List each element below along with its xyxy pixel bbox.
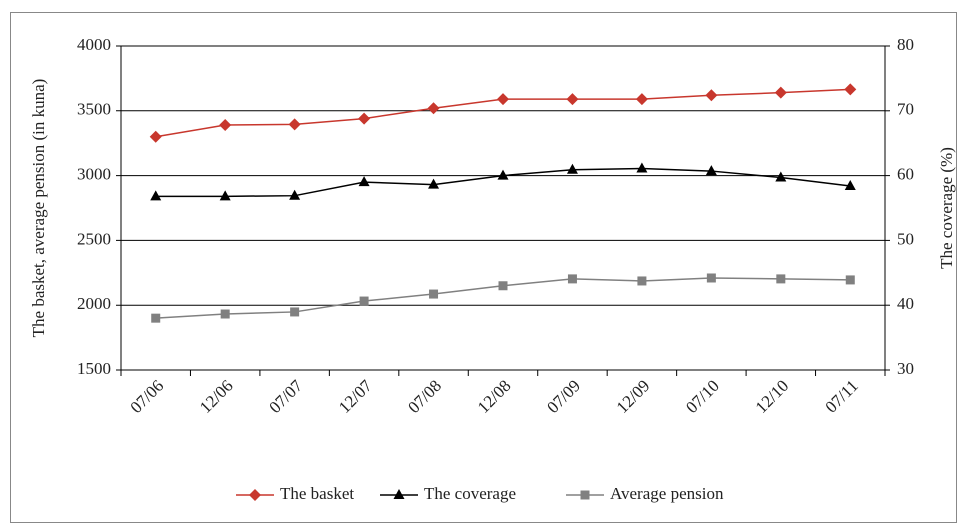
y2-tick-label: 80 bbox=[897, 35, 914, 54]
y2-tick-label: 60 bbox=[897, 165, 914, 184]
data-point bbox=[219, 190, 231, 201]
y2-axis-title: The coverage (%) bbox=[937, 147, 956, 269]
legend-marker bbox=[249, 489, 261, 501]
data-point bbox=[705, 89, 718, 102]
data-point bbox=[844, 83, 857, 96]
y-tick-label: 3000 bbox=[77, 165, 111, 184]
data-point bbox=[845, 275, 855, 285]
chart-frame bbox=[10, 12, 957, 523]
legend-label: The basket bbox=[280, 484, 354, 503]
data-point bbox=[776, 274, 786, 284]
y-tick-label: 1500 bbox=[77, 359, 111, 378]
data-point bbox=[428, 178, 440, 189]
legend-label: The coverage bbox=[424, 484, 516, 503]
data-point bbox=[636, 162, 648, 173]
data-point bbox=[358, 176, 370, 187]
data-point bbox=[705, 165, 717, 176]
data-point bbox=[151, 313, 161, 323]
legend-marker bbox=[580, 490, 590, 500]
data-point bbox=[497, 169, 509, 180]
data-point bbox=[844, 179, 856, 190]
data-point bbox=[359, 296, 369, 306]
data-point bbox=[288, 118, 301, 131]
y-tick-label: 2500 bbox=[77, 229, 111, 248]
y-tick-label: 4000 bbox=[77, 35, 111, 54]
data-point bbox=[427, 102, 440, 115]
data-point bbox=[635, 93, 648, 106]
data-point bbox=[566, 163, 578, 174]
data-point bbox=[566, 93, 579, 106]
data-point bbox=[219, 119, 232, 132]
y-axis-title: The basket, average pension (in kuna) bbox=[29, 79, 48, 338]
data-point bbox=[567, 274, 577, 284]
data-point bbox=[150, 190, 162, 201]
data-point bbox=[775, 171, 787, 182]
data-point bbox=[706, 273, 716, 283]
data-point bbox=[149, 130, 162, 143]
data-point bbox=[637, 276, 647, 286]
legend-label: Average pension bbox=[610, 484, 724, 503]
y2-tick-label: 70 bbox=[897, 100, 914, 119]
data-point bbox=[358, 112, 371, 125]
y2-tick-label: 50 bbox=[897, 229, 914, 248]
y2-tick-label: 30 bbox=[897, 359, 914, 378]
data-point bbox=[290, 307, 300, 317]
data-point bbox=[497, 93, 509, 106]
data-point bbox=[429, 289, 439, 299]
data-point bbox=[289, 189, 301, 200]
data-point bbox=[220, 309, 230, 319]
y2-tick-label: 40 bbox=[897, 294, 914, 313]
data-point bbox=[774, 86, 787, 99]
y-tick-label: 3500 bbox=[77, 100, 111, 119]
legend-marker bbox=[393, 489, 405, 499]
y-tick-label: 2000 bbox=[77, 294, 111, 313]
data-point bbox=[498, 281, 508, 291]
